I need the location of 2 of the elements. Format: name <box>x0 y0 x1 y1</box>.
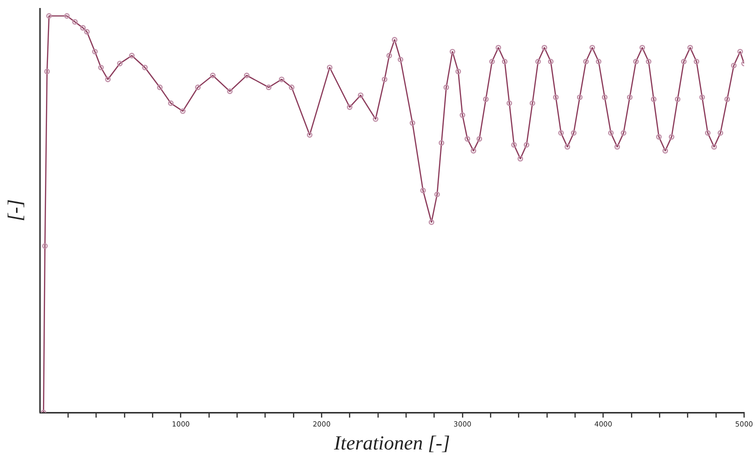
x-axis-title: Iterationen [-] <box>333 432 450 454</box>
y-axis-title: [-] <box>4 199 26 222</box>
